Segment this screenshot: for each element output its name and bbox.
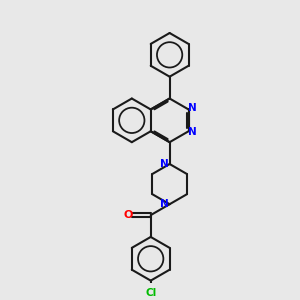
- Text: N: N: [188, 128, 197, 137]
- Text: N: N: [160, 199, 169, 209]
- Text: Cl: Cl: [145, 288, 156, 298]
- Text: N: N: [160, 159, 169, 169]
- Text: N: N: [188, 103, 197, 113]
- Text: O: O: [124, 210, 133, 220]
